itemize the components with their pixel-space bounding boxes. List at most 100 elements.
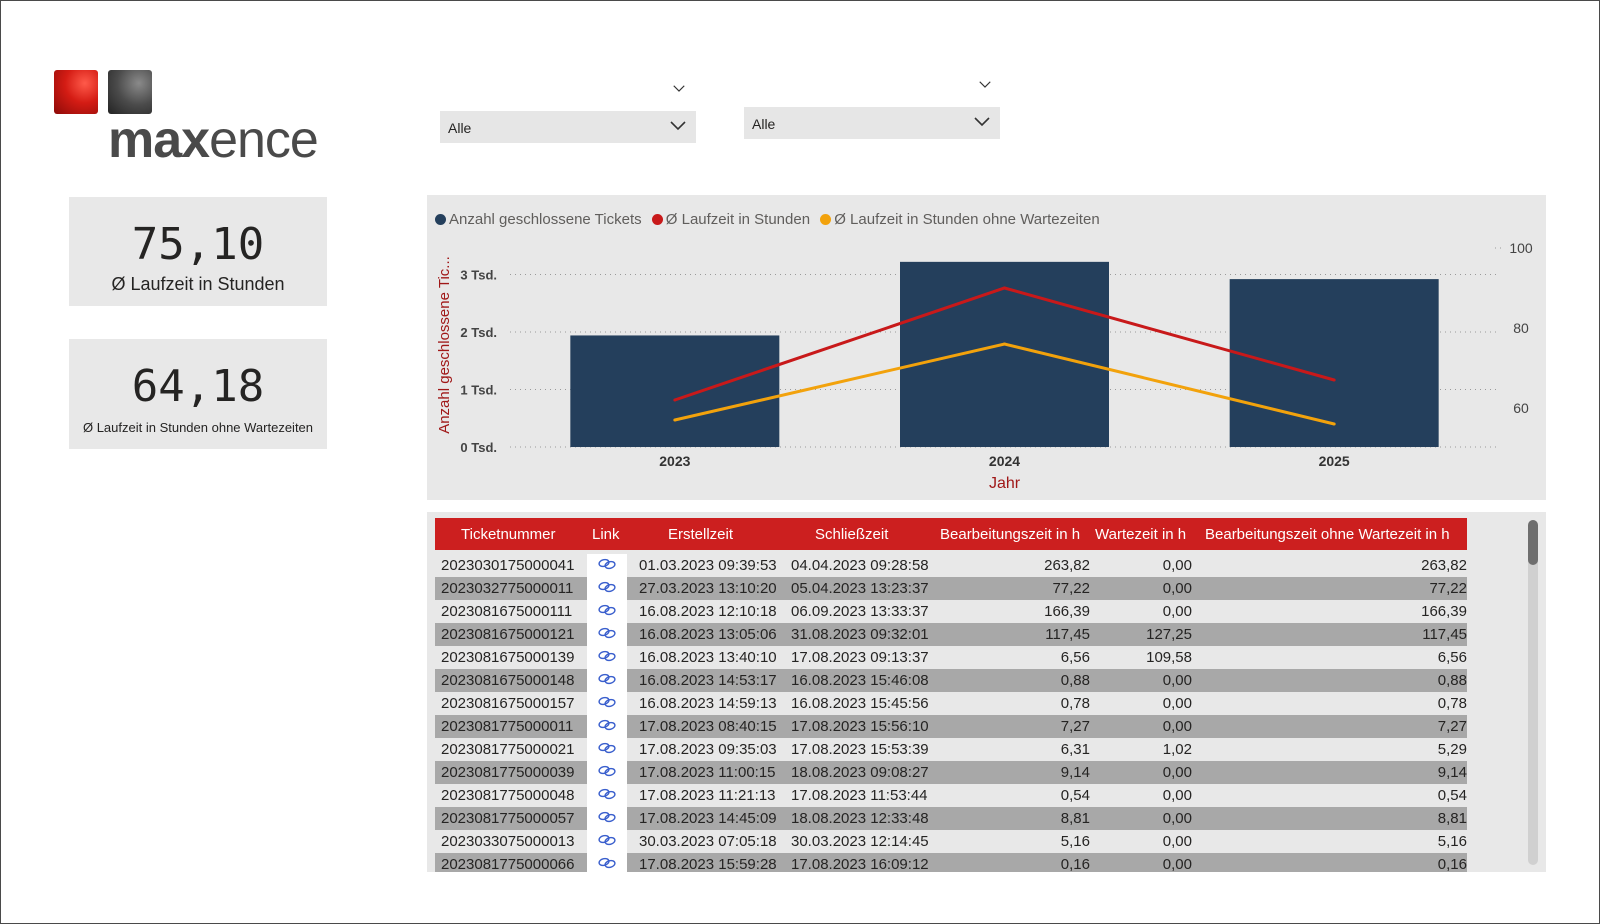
chevron-down-icon [670,121,686,131]
cell-schliesszeit: 17.08.2023 16:09:12 [791,856,929,872]
table-row[interactable]: 2023032775000011 27.03.2023 13:10:20 05.04… [435,577,1467,600]
link-icon[interactable] [598,857,616,869]
link-icon[interactable] [598,581,616,593]
link-cell[interactable] [587,784,627,807]
bar-2025 [1229,279,1439,447]
link-cell[interactable] [587,623,627,646]
table-scrollbar-thumb[interactable] [1528,520,1538,565]
line-point [1003,342,1006,346]
logo-wordmark: maxence [108,111,319,169]
cell-erstellzeit: 30.03.2023 07:05:18 [639,833,777,850]
link-cell[interactable] [587,738,627,761]
cell-bearbeitungszeit-ohne-wartezeit: 0,16 [1437,856,1467,872]
cell-bearbeitungszeit: 6,56 [1060,649,1090,666]
cell-bearbeitungszeit: 9,14 [1060,764,1090,781]
cell-bearbeitungszeit-ohne-wartezeit: 263,82 [1421,557,1467,574]
link-cell[interactable] [587,715,627,738]
cell-schliesszeit: 31.08.2023 09:32:01 [791,626,929,643]
cell-wartezeit: 0,00 [1162,695,1192,712]
combo-chart-panel: Anzahl geschlossene Tickets Ø Laufzeit i… [427,195,1546,500]
y-tick-label: 2 Tsd. [460,325,497,340]
column-header[interactable]: Erstellzeit [668,526,734,543]
table-scrollbar-track[interactable] [1528,520,1538,865]
legend-item-runtime-no-wait[interactable]: Ø Laufzeit in Stunden ohne Wartezeiten [820,211,1100,228]
link-cell[interactable] [587,853,627,872]
legend-dot [435,214,446,225]
link-icon[interactable] [598,696,616,708]
link-cell[interactable] [587,807,627,830]
link-icon[interactable] [598,834,616,846]
link-icon[interactable] [598,650,616,662]
link-icon[interactable] [598,719,616,731]
link-cell[interactable] [587,761,627,784]
cell-erstellzeit: 17.08.2023 15:59:28 [639,856,777,872]
table-row[interactable]: 2023081775000066 17.08.2023 15:59:28 17.08… [435,853,1467,872]
column-header[interactable]: Wartezeit in h [1095,526,1187,543]
legend-item-tickets[interactable]: Anzahl geschlossene Tickets [435,211,642,228]
legend-item-runtime[interactable]: Ø Laufzeit in Stunden [651,211,811,228]
bar-2024 [900,261,1109,447]
link-cell[interactable] [587,646,627,669]
table-row[interactable]: 2023081675000121 16.08.2023 13:05:06 31.08… [435,623,1467,646]
kpi-label: Ø Laufzeit in Stunden ohne Wartezeiten [82,420,314,435]
kpi-card-avg-runtime-no-wait: 64,18 Ø Laufzeit in Stunden ohne Warteze… [69,339,327,449]
link-icon[interactable] [598,811,616,823]
link-cell[interactable] [587,692,627,715]
table-row[interactable]: 2023081675000139 16.08.2023 13:40:10 17.08… [435,646,1467,669]
legend-label: Ø Laufzeit in Stunden [665,211,811,228]
link-icon[interactable] [598,558,616,570]
link-cell[interactable] [587,669,627,692]
link-icon[interactable] [598,788,616,800]
table-row[interactable]: 2023030175000041 01.03.2023 09:39:53 04.04… [435,554,1467,577]
column-header[interactable]: Bearbeitungszeit in h [940,526,1081,543]
cell-erstellzeit: 17.08.2023 09:35:03 [639,741,777,758]
link-icon[interactable] [598,765,616,777]
link-cell[interactable] [587,577,627,600]
chevron-down-icon[interactable] [673,82,685,94]
column-header[interactable]: Ticketnummer [461,526,556,543]
cell-schliesszeit: 04.04.2023 09:28:58 [791,557,929,574]
column-header[interactable]: Schließzeit [815,526,889,543]
column-header[interactable]: Bearbeitungszeit ohne Wartezeit in h [1205,526,1450,543]
table-row[interactable]: 2023033075000013 30.03.2023 07:05:18 30.03… [435,830,1467,853]
cell-bearbeitungszeit: 6,31 [1060,741,1090,758]
table-row[interactable]: 2023081675000111 16.08.2023 12:10:18 06.09… [435,600,1467,623]
legend-label: Anzahl geschlossene Tickets [449,211,642,228]
table-row[interactable]: 2023081675000157 16.08.2023 14:59:13 16.08… [435,692,1467,715]
line-point [1003,286,1006,290]
table-row[interactable]: 2023081675000148 16.08.2023 14:53:17 16.08… [435,669,1467,692]
link-cell[interactable] [587,830,627,853]
table-header-row: Ticketnummer Link Erstellzeit Schließzeit Be… [435,518,1467,550]
cell-wartezeit: 109,58 [1146,649,1192,666]
cell-wartezeit: 127,25 [1146,626,1192,643]
kpi-value: 75,10 [131,219,265,270]
link-icon[interactable] [598,604,616,616]
cell-bearbeitungszeit: 0,78 [1060,695,1090,712]
cell-ticketnummer: 2023081675000121 [441,626,575,643]
cell-bearbeitungszeit: 77,22 [1052,580,1090,597]
link-icon[interactable] [598,673,616,685]
table-row[interactable]: 2023081775000021 17.08.2023 09:35:03 17.08… [435,738,1467,761]
cell-ticketnummer: 2023081775000066 [441,856,575,872]
link-icon[interactable] [598,742,616,754]
table-row[interactable]: 2023081775000011 17.08.2023 08:40:15 17.08… [435,715,1467,738]
link-cell[interactable] [587,554,627,577]
slicer-dropdown[interactable]: Alle [744,107,1000,139]
column-header[interactable]: Link [592,526,620,543]
cell-schliesszeit: 30.03.2023 12:14:45 [791,833,929,850]
link-cell[interactable] [587,600,627,623]
y2-tick-label: 60 [1513,400,1529,416]
table-row[interactable]: 2023081775000057 17.08.2023 14:45:09 18.08… [435,807,1467,830]
cell-ticketnummer: 2023081775000011 [441,718,574,735]
link-icon[interactable] [598,627,616,639]
kpi-label: Ø Laufzeit in Stunden [111,274,285,294]
maxence-logo: maxence [54,70,334,180]
x-tick-label: 2024 [989,453,1020,469]
cell-erstellzeit: 16.08.2023 12:10:18 [639,603,777,620]
table-row[interactable]: 2023081775000039 17.08.2023 11:00:15 18.08… [435,761,1467,784]
table-row[interactable]: 2023081775000048 17.08.2023 11:21:13 17.08… [435,784,1467,807]
slicer-dropdown[interactable]: Alle [440,111,696,143]
x-tick-label: 2025 [1319,453,1350,469]
cell-wartezeit: 0,00 [1162,856,1192,872]
chevron-down-icon[interactable] [979,78,991,90]
